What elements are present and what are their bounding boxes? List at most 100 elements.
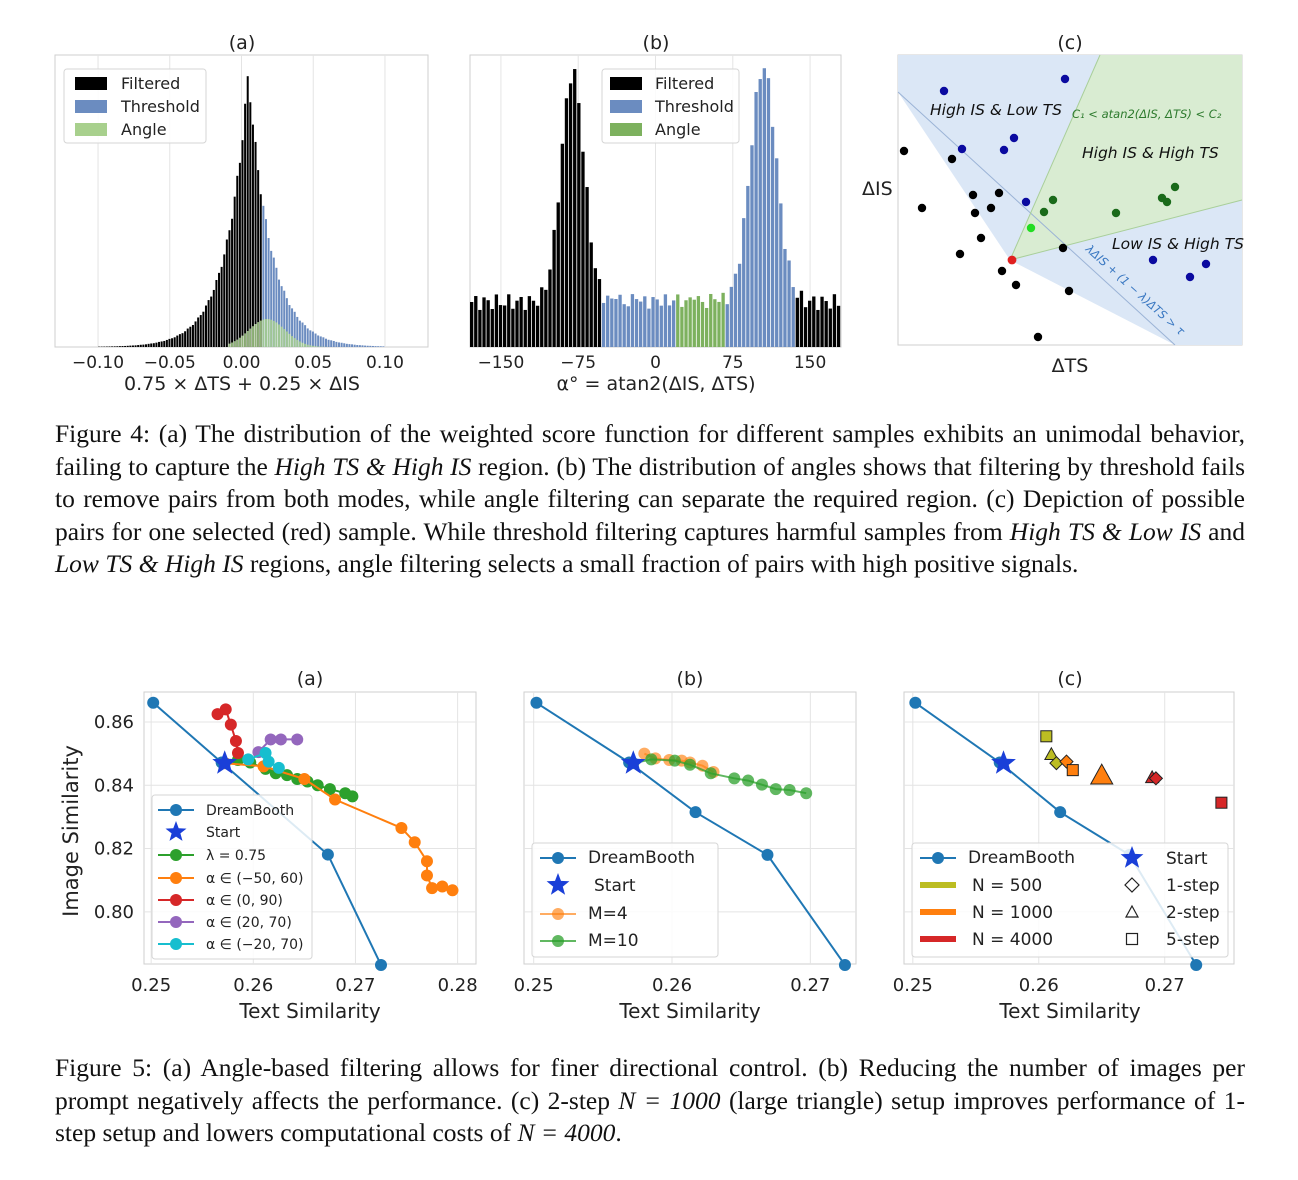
caption-math: N = 4000 (517, 1118, 616, 1148)
histogram-bar (160, 341, 163, 347)
histogram-bar (207, 300, 210, 347)
histogram-bar-angle (236, 339, 239, 347)
region-label-high-is-high-ts: High IS & High TS (1082, 144, 1219, 162)
histogram-bar (704, 307, 709, 347)
histogram-bar (241, 140, 244, 347)
histogram-bar (655, 299, 659, 347)
x-tick-label: 0.27 (1145, 975, 1185, 996)
series-6-point (242, 753, 255, 766)
histogram-bar (181, 333, 184, 347)
fig4b-legend: Filtered Threshold Angle (601, 68, 740, 144)
histogram-bar (502, 305, 507, 347)
histogram-bar (155, 342, 158, 347)
histogram-bar-angle (244, 333, 247, 347)
histogram-bar-angle (262, 319, 265, 347)
histogram-bar (680, 306, 684, 347)
histogram-bar (358, 345, 361, 347)
caption-text: (large triangle) setup improves performa… (55, 1085, 1245, 1148)
sample-point (1111, 208, 1121, 218)
histogram-bar-angle (254, 324, 257, 347)
histogram-bar (345, 343, 348, 347)
histogram-bar (791, 287, 795, 347)
histogram-bar (535, 305, 540, 347)
histogram-bar (663, 294, 668, 347)
fig5a-panel-label: (a) (297, 668, 323, 690)
histogram-bar (643, 296, 647, 347)
histogram-bar (779, 203, 783, 347)
histogram-bar (692, 299, 696, 347)
x-tick-label: 150 (794, 353, 826, 373)
legend-series-2-marker (170, 849, 182, 861)
series-dreambooth-point (761, 848, 774, 861)
x-tick-label: 75 (722, 353, 744, 373)
histogram-bar (272, 257, 275, 347)
marker-1-step (1148, 771, 1164, 786)
histogram-bar (134, 345, 137, 347)
histogram-bar (836, 305, 841, 347)
y-tick-label: 0.80 (94, 902, 134, 923)
caption-text: Figure 4: (a) The distribution of the we… (55, 419, 1245, 481)
histogram-bar (137, 345, 140, 347)
histogram-bar (816, 309, 820, 347)
fig4-panel-a: (a) −0.10 −0.05 0.00 0.05 0.10 0.75 × ΔTS + … (54, 32, 429, 395)
fig4c-xlabel: ΔTS (1052, 355, 1089, 377)
histogram-bar (220, 266, 223, 347)
histogram-bar (515, 300, 519, 347)
histogram-bar (129, 345, 132, 347)
legend-swatch-threshold (75, 100, 107, 113)
histogram-bar (348, 344, 351, 347)
histogram-bar (118, 346, 121, 347)
series-m10-point (684, 758, 696, 771)
series-0-point (374, 958, 387, 971)
histogram-bar (531, 300, 536, 347)
legend-start-marker (546, 873, 570, 895)
series-m10-point (704, 767, 717, 780)
fig4c-ylabel: ΔIS (862, 178, 893, 200)
histogram-bar (322, 337, 325, 347)
histogram-bar-angle (228, 343, 231, 347)
histogram-bar (832, 294, 837, 347)
histogram-bar (246, 76, 249, 348)
legend-m4-marker (552, 908, 564, 920)
series-4-point (231, 747, 244, 760)
histogram-bar-angle (288, 333, 291, 347)
fig5c-panel-label: (c) (1057, 668, 1082, 690)
histogram-bar-angle (275, 322, 278, 347)
histogram-bar-angle (314, 346, 317, 347)
sample-point (1162, 197, 1172, 207)
fig4a-legend: Filtered Threshold Angle (63, 68, 207, 144)
histogram-bar (610, 298, 614, 347)
histogram-bar (113, 346, 116, 347)
angle-boundary-upper (1009, 54, 1101, 261)
sample-point (994, 188, 1004, 198)
histogram-bar (311, 331, 314, 347)
histogram-bar (296, 316, 299, 347)
sample-point (1058, 243, 1068, 253)
histogram-bar (482, 297, 486, 347)
histogram-bar (111, 346, 114, 347)
histogram-bar-angle (293, 338, 296, 347)
region-high-is-high-ts (1010, 55, 1242, 260)
histogram-bar (293, 311, 296, 347)
legend-start-marker (165, 821, 187, 841)
fig5-panel-c: (c) 0.25 0.26 0.27 Text Similarity DreamBo… (893, 668, 1235, 1023)
histogram-bar (618, 294, 622, 347)
series-dreambooth-point (1190, 958, 1203, 971)
caption-text: region. (b) The distribution of angles s… (55, 451, 1245, 546)
histogram-bar (700, 301, 705, 347)
histogram-bar (564, 98, 569, 347)
histogram-bar (283, 290, 286, 347)
legend-step-marker (1124, 904, 1140, 918)
histogram-bar-angle (251, 326, 254, 347)
histogram-bar (828, 308, 832, 347)
histogram-bar-angle (231, 342, 234, 347)
histogram-bar (304, 325, 307, 347)
series-4-point (229, 735, 242, 748)
legend-dreambooth-label: DreamBooth (588, 848, 695, 868)
legend-n-label: N = 4000 (972, 930, 1053, 950)
series-dreambooth-point (909, 696, 922, 709)
histogram-bar (824, 301, 828, 347)
histogram-bar (171, 338, 174, 347)
histogram-bar (144, 344, 147, 347)
histogram-bar (298, 320, 301, 347)
